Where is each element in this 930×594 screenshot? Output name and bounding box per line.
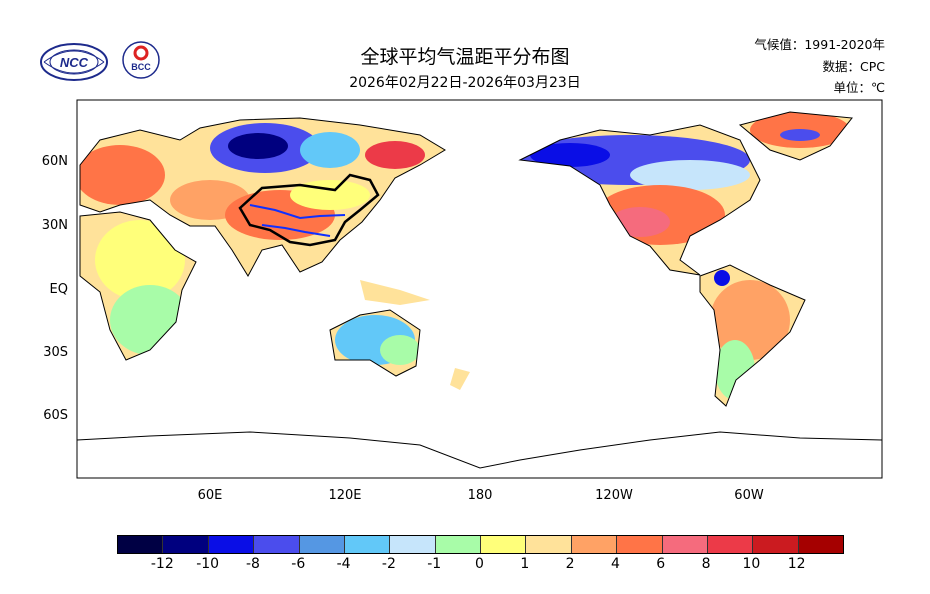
colorbar-swatch (208, 536, 255, 553)
lat-label: 60N (41, 154, 68, 169)
colorbar-label: 1 (520, 556, 530, 572)
colorbar-swatch (617, 536, 663, 553)
coastlines (76, 111, 883, 469)
colorbar-swatch (571, 536, 618, 553)
colorbar-swatch (753, 536, 799, 553)
date-range: 2026年02月22日-2026年03月23日 (349, 75, 581, 91)
colorbar-swatch (163, 536, 209, 553)
lat-label: 60S (43, 408, 68, 423)
colorbar-swatch (435, 536, 481, 553)
colorbar-label: -8 (245, 556, 260, 572)
colorbar-swatch (662, 536, 708, 553)
lat-label: EQ (49, 282, 68, 297)
colorbar-label: 10 (742, 556, 761, 572)
rivers (249, 204, 346, 237)
colorbar-swatch (390, 536, 436, 553)
climatology-note: 气候值：1991-2020年 (754, 37, 885, 52)
colorbar-label: -2 (381, 556, 396, 572)
colorbar-label: 12 (787, 556, 806, 572)
lon-label: 120W (595, 488, 633, 503)
colorbar-swatch (798, 536, 843, 553)
colorbar-swatch (254, 536, 300, 553)
colorbar-swatch (481, 536, 527, 553)
ncc-logo: NCC (40, 43, 108, 81)
svg-text:NCC: NCC (60, 55, 89, 70)
lon-label: 60E (197, 488, 223, 503)
colorbar-swatch (299, 536, 345, 553)
data-source: 数据：CPC (822, 59, 886, 74)
colorbar-swatch (707, 536, 754, 553)
colorbar (117, 535, 844, 554)
colorbar-swatch (344, 536, 391, 553)
colorbar-swatch (526, 536, 572, 553)
lon-label: 60W (734, 488, 764, 503)
colorbar-label: -1 (427, 556, 442, 572)
colorbar-label: -10 (196, 556, 220, 572)
logos: NCC BCC (40, 41, 160, 81)
bcc-logo: BCC (122, 41, 160, 79)
unit-note: 单位：℃ (833, 80, 885, 95)
lat-label: 30S (43, 345, 68, 360)
colorbar-label: -6 (291, 556, 306, 572)
colorbar-label: 0 (475, 556, 484, 572)
svg-text:BCC: BCC (131, 62, 151, 72)
lat-label: 30N (41, 218, 68, 233)
colorbar-label: -4 (336, 556, 351, 572)
colorbar-label: 4 (610, 556, 620, 572)
colorbar-swatch (118, 536, 164, 553)
lon-label: 120E (328, 488, 362, 503)
china-boundary (238, 173, 380, 247)
colorbar-label: 2 (565, 556, 575, 572)
lon-label: 180 (467, 488, 493, 503)
colorbar-label: 8 (701, 556, 711, 572)
map-title: 全球平均气温距平分布图 (360, 46, 570, 68)
colorbar-label: 6 (656, 556, 666, 572)
colorbar-label: -12 (150, 556, 174, 572)
